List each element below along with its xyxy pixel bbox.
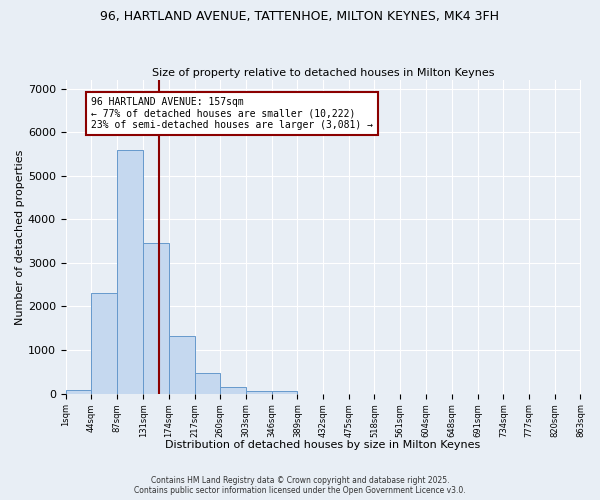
Text: Contains HM Land Registry data © Crown copyright and database right 2025.
Contai: Contains HM Land Registry data © Crown c… [134,476,466,495]
Bar [169,336,194,394]
Title: Size of property relative to detached houses in Milton Keynes: Size of property relative to detached ho… [152,68,494,78]
Bar [194,374,220,394]
Bar [91,294,117,394]
Text: 96, HARTLAND AVENUE, TATTENHOE, MILTON KEYNES, MK4 3FH: 96, HARTLAND AVENUE, TATTENHOE, MILTON K… [101,10,499,23]
Bar [117,150,143,394]
Bar [143,244,169,394]
X-axis label: Distribution of detached houses by size in Milton Keynes: Distribution of detached houses by size … [166,440,481,450]
Bar [272,392,298,394]
Bar [246,390,272,394]
Bar [220,387,246,394]
Text: 96 HARTLAND AVENUE: 157sqm
← 77% of detached houses are smaller (10,222)
23% of : 96 HARTLAND AVENUE: 157sqm ← 77% of deta… [91,96,373,130]
Y-axis label: Number of detached properties: Number of detached properties [15,149,25,324]
Bar [65,390,91,394]
